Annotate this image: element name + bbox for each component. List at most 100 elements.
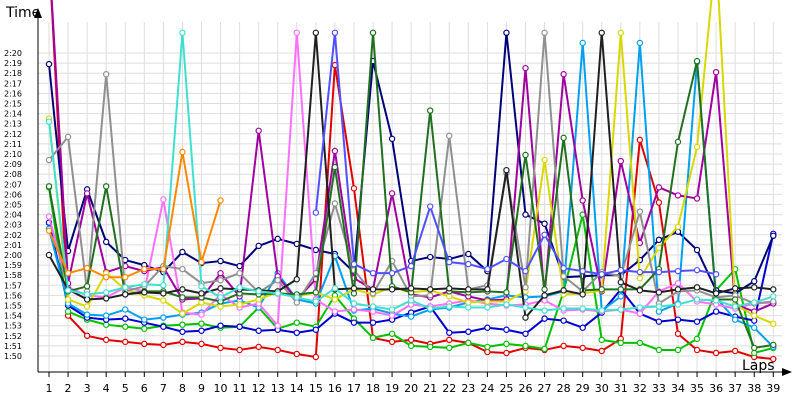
- x-tick-label: 3: [84, 382, 91, 395]
- data-point: [407, 342, 415, 350]
- x-tick-label: 26: [519, 382, 533, 395]
- data-point: [731, 285, 739, 292]
- y-tick-label: 1:56: [4, 291, 22, 300]
- y-tick-label: 2:00: [4, 251, 22, 260]
- data-point: [579, 344, 586, 352]
- data-point: [388, 269, 396, 277]
- data-point: [407, 313, 415, 320]
- x-tick-label: 20: [404, 382, 418, 395]
- data-point: [503, 289, 510, 296]
- data-point: [636, 275, 644, 282]
- data-point: [331, 308, 339, 315]
- data-point: [179, 338, 186, 346]
- x-tick-label: 6: [141, 382, 148, 395]
- data-point: [160, 297, 167, 304]
- data-point: [312, 289, 320, 296]
- data-point: [465, 299, 472, 306]
- data-point: [693, 335, 701, 343]
- data-point: [503, 166, 510, 174]
- data-point: [255, 343, 262, 351]
- data-point: [522, 304, 529, 311]
- data-point: [655, 318, 663, 325]
- data-point: [484, 298, 491, 305]
- data-point: [770, 286, 777, 293]
- y-tick-label: 2:02: [4, 231, 22, 240]
- data-point: [522, 330, 529, 337]
- data-point: [255, 242, 262, 250]
- y-tick-label: 1:54: [4, 312, 22, 321]
- data-point: [179, 148, 186, 156]
- data-point: [560, 317, 567, 324]
- data-point: [617, 29, 625, 36]
- data-point: [83, 283, 91, 290]
- data-point: [674, 286, 682, 293]
- data-point: [217, 294, 224, 301]
- data-point: [141, 340, 148, 348]
- data-point: [693, 318, 701, 325]
- data-point: [45, 213, 53, 220]
- data-point: [560, 305, 567, 312]
- y-tick-label: 2:03: [4, 221, 22, 230]
- data-point: [655, 308, 663, 315]
- data-point: [446, 329, 453, 336]
- data-point: [141, 289, 148, 296]
- data-point: [160, 282, 167, 289]
- data-point: [522, 151, 529, 159]
- data-point: [617, 339, 625, 347]
- data-point: [465, 286, 472, 293]
- data-point: [427, 203, 434, 210]
- y-tick-label: 1:53: [4, 322, 22, 331]
- data-point: [751, 278, 758, 285]
- data-point: [541, 29, 548, 36]
- data-point: [465, 250, 472, 258]
- data-point: [45, 227, 53, 234]
- y-tick-label: 1:52: [4, 332, 22, 341]
- data-point: [198, 283, 205, 290]
- data-point: [407, 262, 415, 270]
- x-tick-label: 30: [595, 382, 609, 395]
- data-point: [484, 286, 491, 293]
- data-point: [522, 314, 529, 321]
- data-point: [331, 163, 339, 171]
- data-point: [655, 236, 663, 244]
- data-point: [45, 156, 53, 164]
- data-point: [465, 304, 472, 311]
- data-point: [350, 285, 358, 292]
- data-point: [522, 64, 529, 72]
- data-point: [751, 317, 758, 324]
- y-tick-label: 2:06: [4, 190, 22, 199]
- data-point: [198, 258, 205, 266]
- data-point: [312, 209, 320, 216]
- series-line: [48, 150, 222, 279]
- data-point: [674, 223, 682, 230]
- x-tick-label: 19: [385, 382, 399, 395]
- y-tick-label: 2:14: [4, 110, 22, 119]
- x-tick-label: 9: [198, 382, 205, 395]
- y-tick-label: 1:58: [4, 271, 22, 280]
- data-point: [102, 295, 110, 302]
- data-point: [64, 133, 72, 141]
- data-point: [160, 265, 167, 273]
- data-point: [712, 349, 720, 357]
- axes: 1:501:511:521:531:541:55 1:561:571:581:59…: [4, 8, 792, 395]
- data-point: [83, 291, 91, 298]
- data-point: [312, 29, 320, 36]
- data-point: [579, 39, 586, 47]
- data-point: [541, 292, 548, 299]
- data-point: [236, 262, 243, 270]
- data-point: [160, 196, 167, 203]
- data-point: [141, 325, 148, 332]
- x-tick-label: 2: [65, 382, 72, 395]
- data-point: [693, 266, 701, 274]
- x-tick-label: 12: [252, 382, 266, 395]
- data-point: [102, 238, 110, 246]
- data-point: [255, 296, 262, 303]
- data-point: [407, 285, 415, 292]
- data-point: [674, 138, 682, 146]
- data-point: [331, 296, 339, 303]
- x-tick-label: 21: [423, 382, 437, 395]
- data-point: [179, 328, 186, 335]
- data-point: [751, 299, 758, 306]
- data-point: [83, 311, 91, 318]
